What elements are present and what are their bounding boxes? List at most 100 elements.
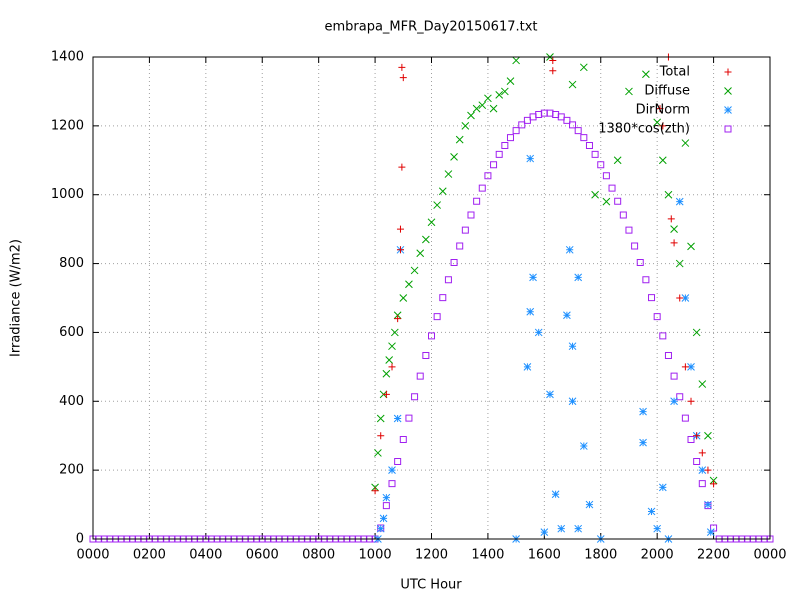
- data-point: [681, 414, 689, 422]
- data-point: [379, 514, 388, 523]
- data-point: [625, 87, 633, 96]
- data-point: [614, 197, 622, 205]
- data-point: [766, 535, 774, 543]
- data-point: [659, 122, 667, 130]
- data-point: [450, 259, 458, 267]
- data-point: [568, 80, 577, 89]
- data-point: [574, 127, 582, 135]
- data-point: [461, 122, 470, 130]
- y-axis-label: Irradiance (W/m2): [9, 239, 24, 357]
- y-tick-label: 1200: [51, 118, 84, 133]
- data-point: [653, 313, 661, 321]
- data-point: [399, 294, 408, 302]
- data-point: [398, 163, 406, 171]
- data-point: [670, 239, 678, 247]
- data-point: [664, 190, 673, 199]
- data-point: [500, 87, 509, 96]
- data-point: [371, 487, 379, 495]
- legend-label: Diffuse: [644, 84, 690, 99]
- data-point: [658, 483, 667, 492]
- data-point: [608, 184, 616, 192]
- data-point: [565, 245, 574, 254]
- data-point: [394, 458, 402, 466]
- data-point: [670, 372, 678, 380]
- data-point: [625, 226, 633, 234]
- data-point: [428, 332, 435, 340]
- data-point: [501, 141, 509, 149]
- data-point: [405, 414, 413, 422]
- y-tick-label: 400: [59, 394, 84, 409]
- data-point: [484, 172, 492, 180]
- data-point: [416, 249, 425, 258]
- data-point: [399, 74, 407, 82]
- data-point: [512, 56, 520, 65]
- data-point: [405, 280, 413, 289]
- data-point: [382, 390, 390, 398]
- data-point: [681, 294, 690, 302]
- data-point: [388, 363, 396, 371]
- data-point: [478, 184, 486, 192]
- data-point: [639, 407, 647, 416]
- data-point: [706, 528, 715, 536]
- data-point: [467, 111, 475, 120]
- x-tick-label: 1000: [359, 548, 392, 563]
- legend: Total Diffuse DirNorm 1380*cos(zth): [598, 65, 732, 137]
- data-point: [374, 449, 382, 457]
- data-point: [653, 524, 662, 533]
- data-point: [597, 161, 605, 169]
- data-point: [568, 342, 577, 351]
- data-point: [506, 77, 515, 85]
- data-point: [526, 154, 535, 163]
- data-point: [411, 393, 419, 401]
- data-point: [382, 493, 391, 502]
- data-point: [388, 342, 396, 351]
- data-point: [681, 363, 689, 371]
- data-point: [382, 502, 390, 510]
- data-point: [687, 397, 695, 405]
- data-point: [540, 528, 549, 536]
- chart-title: embrapa_MFR_Day20150617.txt: [324, 20, 537, 35]
- data-point: [675, 197, 684, 206]
- data-point: [648, 294, 656, 302]
- x-tick-label: 0400: [189, 548, 222, 563]
- data-point: [546, 390, 554, 399]
- data-point: [396, 246, 404, 254]
- data-point: [495, 150, 503, 158]
- data-point: [410, 266, 419, 275]
- data-point: [473, 197, 481, 205]
- x-tick-label: 0000: [753, 548, 786, 563]
- data-point: [396, 225, 404, 233]
- y-tick-label: 1000: [51, 187, 84, 202]
- data-point: [704, 466, 712, 474]
- data-point: [467, 211, 475, 219]
- data-point: [693, 458, 701, 466]
- plot-frame: [92, 56, 771, 540]
- data-point: [549, 56, 557, 64]
- data-point: [642, 70, 650, 79]
- data-point: [523, 116, 531, 124]
- data-point: [704, 431, 712, 440]
- data-point: [461, 226, 469, 234]
- data-point: [591, 190, 599, 199]
- data-point: [534, 328, 543, 337]
- data-point: [647, 507, 656, 516]
- data-point: [676, 393, 684, 401]
- legend-symbol: [724, 125, 732, 133]
- data-point: [563, 311, 571, 320]
- data-point: [667, 215, 675, 223]
- data-point: [390, 328, 399, 337]
- legend-label: DirNorm: [636, 103, 690, 118]
- data-point: [642, 276, 650, 284]
- data-point: [698, 449, 706, 457]
- data-point: [585, 500, 594, 509]
- data-point: [526, 307, 535, 316]
- data-point: [394, 315, 402, 323]
- data-point: [444, 276, 452, 284]
- data-point: [602, 197, 611, 206]
- data-point: [664, 351, 672, 359]
- data-point: [551, 490, 560, 499]
- data-point: [658, 156, 667, 165]
